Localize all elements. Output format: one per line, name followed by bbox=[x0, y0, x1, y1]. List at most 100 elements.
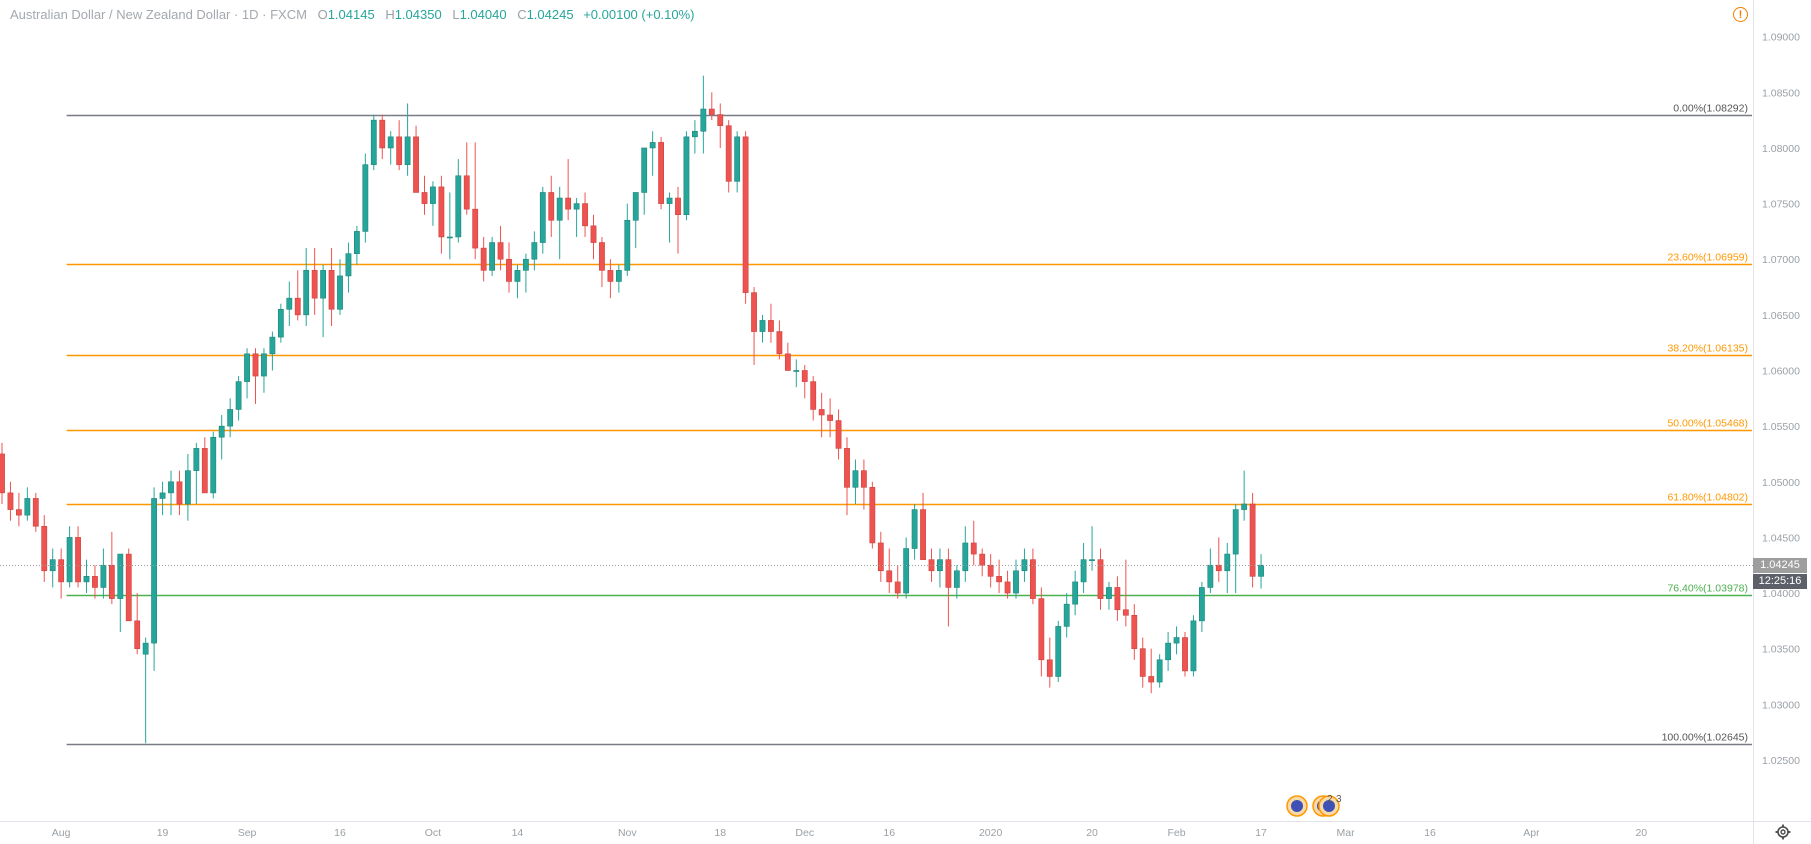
candle-body bbox=[708, 108, 715, 115]
candle-body bbox=[1046, 659, 1053, 677]
candle-body bbox=[286, 297, 293, 310]
time-axis[interactable]: Aug 19 Sep 16 Oct 14 Nov 18 Dec 16 2020 20 Feb 17 Mar 1… bbox=[52, 827, 1647, 839]
time-tick-label: 20 bbox=[1086, 827, 1098, 839]
price-tick-label: 1.05000 bbox=[1762, 477, 1800, 489]
candle-body bbox=[370, 119, 377, 165]
high-value: 1.04350 bbox=[394, 7, 442, 22]
time-tick-label: 14 bbox=[512, 827, 524, 839]
candle-body bbox=[666, 197, 673, 204]
candle-body bbox=[1055, 626, 1062, 677]
price-tick-label: 1.07000 bbox=[1762, 254, 1800, 266]
candle-body bbox=[303, 270, 310, 316]
candle-body bbox=[1021, 559, 1028, 572]
symbol-title[interactable]: Australian Dollar / New Zealand Dollar ·… bbox=[10, 7, 307, 22]
candle-body bbox=[734, 136, 741, 182]
candle-body bbox=[514, 270, 521, 282]
candle-body bbox=[108, 564, 115, 599]
candle-body bbox=[658, 142, 664, 204]
candle-body bbox=[869, 487, 876, 544]
candle-body bbox=[41, 525, 48, 572]
candle-body bbox=[793, 370, 800, 372]
candle-body bbox=[1097, 559, 1104, 599]
time-tick-label: 16 bbox=[334, 827, 346, 839]
candle-body bbox=[446, 236, 453, 239]
candle-body bbox=[1156, 659, 1163, 683]
candle-body bbox=[548, 192, 555, 221]
low-value: 1.04040 bbox=[459, 7, 507, 22]
candle-body bbox=[235, 381, 242, 410]
candle-body bbox=[24, 498, 31, 516]
close-label: C bbox=[517, 7, 527, 22]
candle-body bbox=[176, 481, 183, 505]
bar-countdown: 12:25:16 bbox=[1753, 573, 1807, 589]
candle-body bbox=[0, 453, 5, 494]
candle-body bbox=[1165, 642, 1171, 661]
candle-body bbox=[7, 492, 14, 510]
candle-body bbox=[522, 258, 529, 271]
time-tick-label: Feb bbox=[1168, 827, 1186, 839]
alert-icon[interactable]: ! bbox=[1733, 7, 1748, 22]
fibonacci-retracement[interactable]: 0.00%(1.08292) 23.60%(1.06959) 38.20%(1.06… bbox=[66, 103, 1752, 746]
price-tick-label: 1.09000 bbox=[1762, 32, 1800, 44]
candle-body bbox=[1215, 564, 1222, 572]
candle-body bbox=[117, 553, 124, 599]
candle-body bbox=[438, 186, 445, 238]
candle-body bbox=[15, 509, 22, 516]
price-tick-label: 1.03500 bbox=[1762, 644, 1800, 656]
candle-body bbox=[801, 370, 808, 382]
fib-level-label: 61.80%(1.04802) bbox=[1667, 492, 1748, 504]
last-price-tag: 1.04245 bbox=[1753, 557, 1807, 573]
candle-body bbox=[582, 203, 588, 227]
candle-body bbox=[480, 247, 487, 271]
candle-body bbox=[66, 537, 73, 583]
candle-body bbox=[759, 320, 766, 332]
low-label: L bbox=[452, 7, 460, 22]
event-count-label: 2 bbox=[1327, 794, 1333, 805]
candle-body bbox=[539, 192, 546, 243]
event-count-label-2: 3 bbox=[1336, 794, 1342, 805]
candle-body bbox=[877, 542, 884, 572]
candle-body bbox=[261, 353, 267, 377]
candle-body bbox=[430, 186, 436, 204]
time-tick-label: Nov bbox=[618, 827, 637, 839]
candle-body bbox=[818, 409, 825, 416]
time-tick-label: 2020 bbox=[979, 827, 1003, 839]
candle-body bbox=[632, 192, 639, 221]
candle-body bbox=[894, 581, 901, 594]
candle-body bbox=[928, 559, 935, 572]
candle-body bbox=[1013, 570, 1019, 594]
candle-body bbox=[953, 570, 960, 588]
candle-body bbox=[379, 119, 386, 149]
candle-body bbox=[244, 353, 250, 382]
candle-body bbox=[1224, 553, 1231, 572]
time-tick-label: 16 bbox=[883, 827, 895, 839]
candle-body bbox=[134, 620, 141, 649]
candle-body bbox=[1131, 614, 1138, 649]
time-tick-label: Aug bbox=[52, 827, 71, 839]
candle-body bbox=[1258, 564, 1264, 577]
settings-gear-icon[interactable] bbox=[1775, 824, 1791, 840]
candle-body bbox=[827, 414, 833, 421]
candle-body bbox=[1241, 503, 1248, 510]
candle-body bbox=[615, 270, 622, 282]
candle-body bbox=[590, 225, 597, 243]
open-label: O bbox=[317, 7, 328, 22]
candle-body bbox=[185, 470, 191, 505]
candle-body bbox=[573, 203, 580, 210]
candle-body bbox=[945, 559, 952, 588]
price-tick-label: 1.06000 bbox=[1762, 365, 1800, 377]
time-tick-label: 16 bbox=[1424, 827, 1436, 839]
candle-body bbox=[252, 353, 259, 377]
price-axis[interactable]: 1.09000 1.08500 1.08000 1.07500 1.07000 1.065… bbox=[1762, 32, 1800, 767]
candle-body bbox=[201, 448, 208, 494]
time-tick-label: 18 bbox=[714, 827, 726, 839]
candle-body bbox=[227, 409, 234, 427]
fib-level-label: 76.40%(1.03978) bbox=[1667, 583, 1748, 595]
price-tick-label: 1.04000 bbox=[1762, 588, 1800, 600]
candle-body bbox=[151, 498, 157, 644]
event-markers[interactable]: 2 3 bbox=[1286, 794, 1342, 817]
candle-body bbox=[269, 336, 276, 355]
candle-body bbox=[337, 275, 343, 310]
